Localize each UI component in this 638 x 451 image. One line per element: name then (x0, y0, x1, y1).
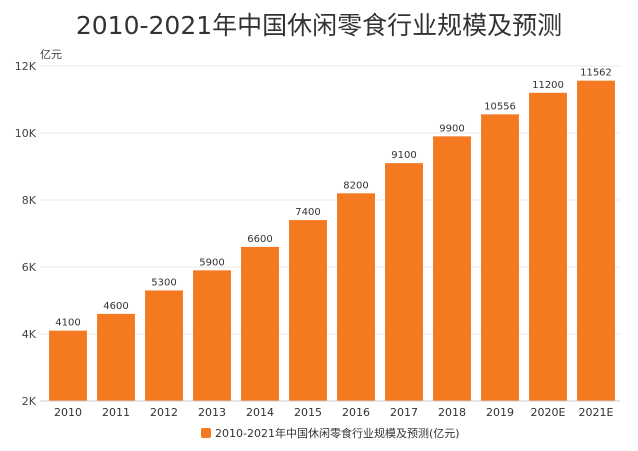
x-tick-label: 2012 (150, 406, 178, 419)
bar[interactable] (577, 80, 615, 401)
bar-value-label: 8200 (343, 180, 368, 191)
x-tick-label: 2011 (102, 406, 130, 419)
bar[interactable] (193, 270, 231, 401)
x-tick-label: 2014 (246, 406, 274, 419)
bar-value-label: 11562 (580, 68, 612, 79)
legend-swatch (201, 428, 211, 438)
bar-value-label: 5900 (199, 257, 224, 268)
legend-label: 2010-2021年中国休闲零食行业规模及预测(亿元) (215, 426, 460, 440)
bar-value-label: 4100 (55, 318, 80, 329)
value-labels: 4100 4600 5300 5900 6600 7400 8200 9100 9900 1055… (55, 68, 612, 329)
x-tick-label: 2020E (531, 406, 566, 419)
bar-value-label: 10556 (484, 101, 516, 112)
x-axis-categories: 2010 2011 2012 2013 2014 2015 2016 2017 2018 2019… (54, 406, 614, 419)
bar[interactable] (337, 193, 375, 401)
y-axis-ticks: 2K 4K 6K 8K 10K 12K (15, 60, 37, 408)
x-tick-label: 2017 (390, 406, 418, 419)
bar-value-label: 4600 (103, 301, 128, 312)
y-axis-unit-label: 亿元 (40, 48, 62, 61)
bar[interactable] (529, 92, 567, 402)
bars (49, 80, 615, 402)
bar-value-label: 9100 (391, 150, 416, 161)
x-tick-label: 2019 (486, 406, 514, 419)
x-tick-label: 2013 (198, 406, 226, 419)
bar[interactable] (49, 330, 87, 401)
x-tick-label: 2010 (54, 406, 82, 419)
bar[interactable] (481, 114, 519, 402)
bar[interactable] (385, 163, 423, 401)
y-tick-label: 10K (15, 127, 37, 140)
y-tick-label: 6K (22, 261, 37, 274)
x-tick-label: 2018 (438, 406, 466, 419)
x-tick-label: 2015 (294, 406, 322, 419)
chart-title: 2010-2021年中国休闲零食行业规模及预测 (76, 11, 562, 40)
bar-value-label: 7400 (295, 207, 320, 218)
bar[interactable] (97, 313, 135, 401)
bar-value-label: 9900 (439, 123, 464, 134)
bar-value-label: 6600 (247, 234, 272, 245)
x-tick-label: 2016 (342, 406, 370, 419)
y-tick-label: 2K (22, 395, 37, 408)
bar-value-label: 5300 (151, 277, 176, 288)
bar-value-label: 11200 (532, 80, 564, 91)
x-tick-label: 2021E (579, 406, 614, 419)
bar[interactable] (433, 136, 471, 401)
bar[interactable] (241, 246, 279, 401)
grid-lines (40, 65, 620, 335)
bar[interactable] (289, 220, 327, 401)
y-tick-label: 4K (22, 328, 37, 341)
legend[interactable]: 2010-2021年中国休闲零食行业规模及预测(亿元) (201, 426, 460, 440)
y-tick-label: 12K (15, 60, 37, 73)
y-tick-label: 8K (22, 194, 37, 207)
bar[interactable] (145, 290, 183, 401)
